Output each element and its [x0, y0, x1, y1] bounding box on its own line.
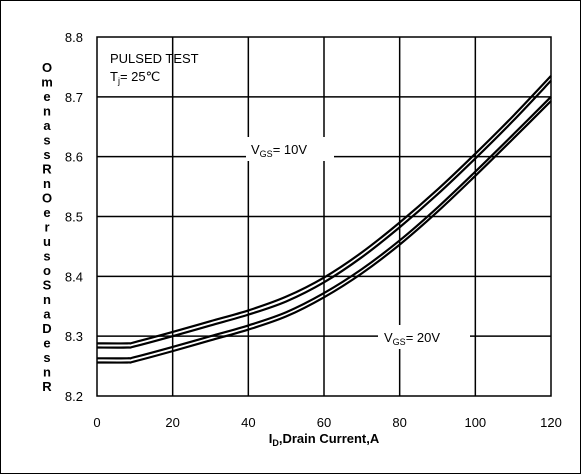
plot-area-border: [96, 36, 552, 397]
vgs10-sub: GS: [260, 149, 273, 159]
y-axis-title-char: R: [42, 162, 52, 177]
annotation-pulsed-test: PULSED TEST: [110, 51, 199, 66]
y-axis-title-char: D: [42, 321, 51, 336]
y-axis-title-char: a: [43, 118, 51, 133]
annotation-tj-main: T: [110, 69, 118, 84]
x-axis-title-sub: D: [272, 438, 279, 448]
y-axis-title-char: O: [42, 60, 52, 75]
y-axis-title-char: s: [43, 350, 50, 365]
vgs20-main: V: [384, 330, 393, 345]
annotation-tj-sub: j: [117, 76, 120, 86]
y-axis-title-char: e: [43, 89, 50, 104]
x-tick-label: 40: [241, 415, 255, 430]
y-tick-label: 8.5: [65, 210, 83, 225]
x-tick-label: 0: [93, 415, 100, 430]
y-axis-title-char: n: [43, 104, 51, 119]
x-tick-label: 100: [464, 415, 486, 430]
y-axis-title-char: a: [43, 307, 51, 322]
series-2-lower-line: [96, 100, 552, 364]
annotation-tj: Tj= 25℃: [110, 69, 160, 86]
grid-lines: [97, 37, 551, 396]
vgs20-rest: = 20V: [406, 330, 441, 345]
vgs20-label-bg: [378, 325, 470, 349]
y-axis-title-char: o: [43, 263, 51, 278]
y-tick-label: 8.4: [65, 269, 83, 284]
y-axis-title-char: s: [43, 133, 50, 148]
x-axis-title: ID,Drain Current,A: [269, 431, 380, 448]
x-tick-label: 60: [317, 415, 331, 430]
y-tick-label: 8.3: [65, 329, 83, 344]
y-axis-title-char: m: [41, 75, 53, 90]
y-tick-label: 8.6: [65, 150, 83, 165]
x-tick-label: 120: [540, 415, 562, 430]
y-axis-title-char: e: [43, 205, 50, 220]
annotation-vgs-20v: VGS= 20V: [384, 330, 440, 347]
y-axis-title-char: R: [42, 379, 52, 394]
x-tick-labels: 0 20 40 60 80 100 120: [93, 415, 561, 430]
y-axis-title-char: S: [43, 278, 52, 293]
series-2-upper-line: [96, 96, 552, 360]
vgs10-rest: = 10V: [273, 142, 308, 157]
y-tick-label: 8.2: [65, 389, 83, 404]
y-axis-title-char: O: [42, 191, 52, 206]
annotation-vgs-10v: VGS= 10V: [251, 142, 307, 159]
y-axis-title-char: r: [44, 220, 49, 235]
y-axis-title-char: n: [43, 365, 51, 380]
y-axis-title-char: u: [43, 234, 51, 249]
y-axis-title-char: n: [43, 176, 51, 191]
y-tick-label: 8.8: [65, 30, 83, 45]
y-axis-title-char: s: [43, 147, 50, 162]
series-lines: [96, 75, 552, 364]
x-tick-label: 80: [392, 415, 406, 430]
vgs20-sub: GS: [393, 337, 406, 347]
vgs10-label-bg: [246, 137, 334, 161]
vgs10-main: V: [251, 142, 260, 157]
y-axis-title-char: e: [43, 336, 50, 351]
series-1-upper-line: [96, 75, 552, 345]
x-tick-label: 20: [165, 415, 179, 430]
y-tick-label: 8.7: [65, 90, 83, 105]
series-1-lower-line: [96, 79, 552, 349]
x-axis-title-main: I: [269, 431, 273, 446]
y-axis-title-char: s: [43, 249, 50, 264]
y-tick-labels: 8.2 8.3 8.4 8.5 8.6 8.7 8.8: [65, 30, 83, 404]
annotation-tj-rest: = 25℃: [120, 69, 160, 84]
y-axis-title-char: n: [43, 292, 51, 307]
x-axis-title-rest: ,Drain Current,A: [279, 431, 380, 446]
